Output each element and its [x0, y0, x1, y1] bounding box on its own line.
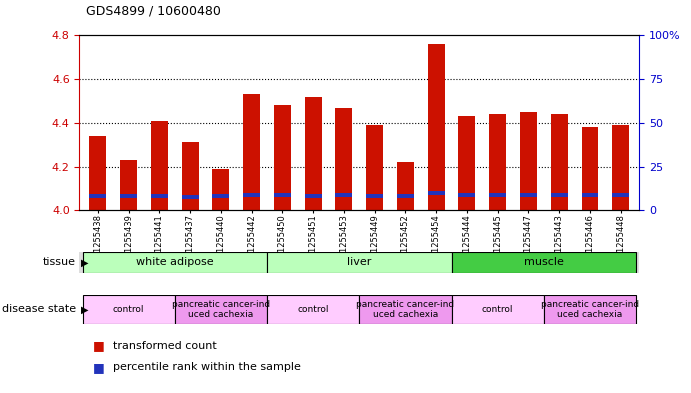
Text: control: control [482, 305, 513, 314]
Text: ▶: ▶ [81, 305, 88, 314]
Bar [612, 193, 630, 197]
Text: control: control [113, 305, 144, 314]
Bar [612, 125, 630, 210]
Bar [89, 194, 106, 198]
Bar [520, 193, 537, 197]
Bar [582, 193, 598, 197]
Bar [305, 194, 321, 198]
Bar [267, 295, 359, 324]
Bar [489, 114, 507, 210]
Text: transformed count: transformed count [113, 341, 216, 351]
Text: ■: ■ [93, 361, 105, 374]
Bar [120, 194, 137, 198]
Bar [151, 194, 168, 198]
Text: pancreatic cancer-ind
uced cachexia: pancreatic cancer-ind uced cachexia [541, 300, 639, 319]
Text: pancreatic cancer-ind
uced cachexia: pancreatic cancer-ind uced cachexia [357, 300, 455, 319]
Bar [397, 194, 414, 198]
Text: liver: liver [347, 257, 372, 267]
Text: tissue: tissue [43, 257, 76, 267]
Bar [459, 116, 475, 210]
Bar [243, 94, 260, 210]
Bar [182, 143, 198, 210]
Bar [274, 193, 291, 197]
Bar [428, 191, 445, 195]
Bar [274, 105, 291, 210]
Bar [428, 44, 445, 210]
Bar [212, 169, 229, 210]
Bar [82, 252, 267, 273]
Bar [305, 97, 321, 210]
Text: pancreatic cancer-ind
uced cachexia: pancreatic cancer-ind uced cachexia [172, 300, 270, 319]
Bar [520, 112, 537, 210]
Bar [452, 295, 544, 324]
Bar [182, 195, 198, 199]
Bar [452, 252, 636, 273]
Text: ■: ■ [93, 339, 105, 353]
Bar [366, 125, 383, 210]
Bar [359, 295, 452, 324]
Bar [243, 193, 260, 197]
Bar [544, 295, 636, 324]
Text: percentile rank within the sample: percentile rank within the sample [113, 362, 301, 373]
Bar [397, 162, 414, 210]
Bar [151, 121, 168, 210]
Text: GDS4899 / 10600480: GDS4899 / 10600480 [86, 5, 221, 18]
Bar [551, 193, 568, 197]
Bar [582, 127, 598, 210]
Bar [459, 193, 475, 197]
Bar [212, 194, 229, 198]
Text: disease state: disease state [2, 305, 76, 314]
Bar [551, 114, 568, 210]
Bar [267, 252, 452, 273]
Bar [366, 194, 383, 198]
Text: control: control [297, 305, 329, 314]
Text: muscle: muscle [524, 257, 564, 267]
Bar [489, 193, 507, 197]
Bar [336, 193, 352, 197]
Text: white adipose: white adipose [136, 257, 214, 267]
Text: ▶: ▶ [81, 257, 88, 267]
Bar [175, 295, 267, 324]
Bar [336, 108, 352, 210]
Bar [82, 295, 175, 324]
Bar [120, 160, 137, 210]
Bar [89, 136, 106, 210]
